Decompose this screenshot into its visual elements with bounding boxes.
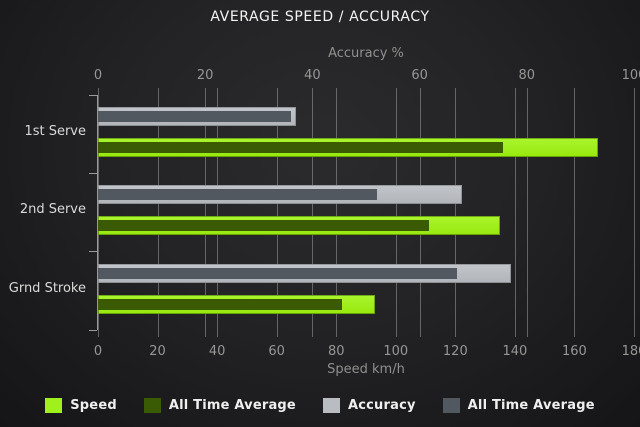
gridline: [419, 88, 421, 337]
category-axis-tick: [89, 172, 97, 174]
category-label-grnd-stroke: Grnd Stroke: [8, 280, 86, 296]
bottom-axis-tick-label: 160: [562, 344, 587, 359]
gridline: [276, 88, 278, 337]
bottom-axis-tick-label: 0: [93, 344, 103, 359]
gridline: [204, 88, 206, 337]
top-axis-tick-label: 80: [518, 68, 536, 83]
top-axis-tick-label: 0: [93, 68, 103, 83]
legend-label: Speed: [70, 398, 117, 413]
legend-item-accuracy-all-time-average: All Time Average: [442, 398, 595, 413]
gridline: [526, 88, 528, 337]
category-axis-tick: [89, 329, 97, 331]
legend-item-accuracy: Accuracy: [322, 398, 416, 413]
bottom-axis-tick-label: 120: [442, 344, 468, 359]
bottom-axis-tick-label: 40: [208, 344, 226, 359]
bottom-axis-tick-label: 140: [502, 344, 528, 359]
legend-swatch-accuracy: [322, 398, 340, 413]
top-axis-tick-label: 100: [621, 68, 640, 83]
gridline: [514, 88, 516, 337]
legend-item-speed: Speed: [45, 398, 117, 413]
category-label-1st-serve: 1st Serve: [24, 124, 86, 139]
bottom-axis-title: Speed km/h: [327, 362, 405, 377]
gridline: [454, 88, 456, 337]
legend: Speed All Time Average Accuracy All Time…: [0, 398, 640, 413]
legend-swatch-speed-average: [143, 398, 161, 413]
gridline: [633, 88, 635, 337]
gridline: [395, 88, 397, 337]
gridline: [157, 88, 159, 337]
top-axis-tick-label: 20: [196, 68, 214, 83]
legend-swatch-accuracy-average: [442, 398, 460, 413]
bar-accuracy-average-2nd-serve: [98, 189, 377, 201]
bar-speed-average-2nd-serve: [98, 220, 429, 232]
top-axis-title: Accuracy %: [328, 46, 404, 61]
bar-accuracy-average-grnd-stroke: [98, 267, 458, 279]
chart-title: AVERAGE SPEED / ACCURACY: [210, 9, 430, 25]
category-label-2nd-serve: 2nd Serve: [19, 202, 86, 218]
bar-speed-average-1st-serve: [98, 142, 503, 153]
bottom-axis-tick-label: 20: [149, 344, 166, 359]
legend-label: All Time Average: [168, 398, 296, 413]
category-axis-line: [97, 95, 98, 330]
gridline: [97, 88, 99, 337]
top-axis-tick-label: 60: [411, 68, 428, 83]
legend-label: All Time Average: [467, 398, 595, 413]
bottom-axis-tick-label: 100: [383, 344, 409, 359]
gridline: [311, 88, 313, 337]
gridline: [573, 88, 575, 337]
legend-swatch-speed: [45, 398, 63, 413]
bar-speed-average-grnd-stroke: [98, 298, 343, 310]
bottom-axis-tick-label: 180: [621, 344, 640, 359]
bar-accuracy-average-1st-serve: [98, 111, 291, 122]
bottom-axis-tick-label: 60: [268, 344, 285, 359]
top-axis-tick-label: 40: [304, 68, 321, 83]
category-axis-tick: [89, 251, 97, 253]
bottom-axis-tick-label: 80: [327, 344, 345, 359]
gridline: [335, 88, 337, 337]
legend-label: Accuracy: [347, 398, 416, 413]
legend-item-speed-all-time-average: All Time Average: [143, 398, 296, 413]
gridline: [216, 88, 218, 337]
category-axis-tick: [89, 94, 97, 96]
